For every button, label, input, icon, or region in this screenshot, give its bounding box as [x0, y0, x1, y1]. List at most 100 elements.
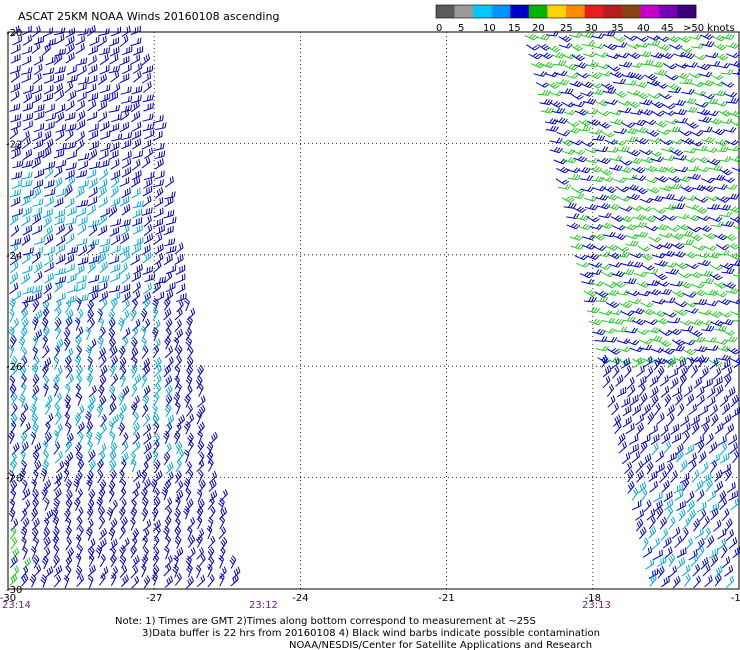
wind-barb	[627, 384, 636, 398]
wind-barb	[674, 262, 689, 270]
wind-barb	[634, 137, 649, 145]
wind-barb	[22, 422, 31, 435]
wind-barb	[131, 383, 138, 398]
wind-barb	[597, 264, 611, 270]
wind-barb	[132, 469, 142, 483]
wind-barb	[73, 497, 81, 511]
wind-barb	[53, 149, 65, 159]
wind-barb	[21, 488, 31, 501]
wind-barb	[164, 442, 172, 456]
wind-barb	[524, 33, 539, 41]
wind-barb	[702, 515, 710, 529]
wind-barb	[196, 489, 203, 503]
wind-barb	[76, 199, 89, 208]
wind-barb	[153, 459, 161, 473]
wind-barb	[633, 271, 648, 278]
wind-barb	[33, 271, 43, 283]
wind-barb	[120, 131, 133, 141]
wind-barb	[10, 518, 19, 531]
legend-swatch	[528, 5, 548, 18]
wind-barb	[174, 355, 182, 369]
wind-barb	[86, 518, 94, 532]
wind-barb	[21, 264, 33, 274]
wind-barb	[98, 149, 109, 161]
wind-barb	[596, 202, 611, 210]
wind-barb	[119, 554, 127, 569]
wind-barb	[141, 72, 152, 84]
wind-barb	[218, 497, 225, 512]
wind-barb	[18, 336, 26, 350]
wind-barb	[726, 242, 740, 250]
wind-barb	[21, 252, 31, 265]
wind-barb	[618, 159, 633, 166]
wind-barb	[566, 120, 580, 128]
wind-barb	[110, 176, 120, 189]
lat-lon-grid	[7, 31, 740, 590]
wind-barb	[11, 171, 23, 180]
wind-barb	[53, 27, 66, 36]
wind-barb	[98, 159, 110, 168]
wind-barb	[705, 52, 719, 59]
wind-barb	[121, 139, 132, 150]
wind-barb	[631, 307, 645, 315]
wind-barb	[610, 71, 624, 78]
wind-barb	[196, 459, 205, 473]
wind-barb	[650, 347, 664, 353]
wind-barb	[708, 441, 718, 454]
wind-barb	[617, 432, 626, 446]
wind-barb	[658, 340, 672, 347]
wind-barb	[77, 76, 90, 85]
wind-barb	[659, 139, 673, 146]
wind-barb	[709, 404, 718, 417]
wind-barb	[710, 507, 719, 521]
wind-barb	[21, 159, 33, 169]
wind-barb	[55, 142, 67, 152]
wind-barb	[22, 148, 33, 161]
wind-barb	[65, 525, 72, 540]
wind-barb	[109, 363, 116, 378]
wind-barb	[696, 63, 711, 71]
wind-barb	[95, 431, 102, 446]
wind-barb	[110, 197, 121, 208]
wind-barb	[207, 535, 216, 549]
wind-barb	[654, 357, 668, 365]
wind-barb	[682, 348, 696, 356]
wind-barb	[612, 224, 626, 231]
wind-barb	[631, 318, 646, 326]
wind-barb	[684, 444, 695, 456]
wind-barb	[9, 384, 17, 398]
wind-barb	[698, 405, 709, 417]
wind-barb	[163, 364, 172, 378]
wind-barb	[186, 576, 194, 589]
wind-barb	[718, 156, 731, 162]
wind-barb	[11, 442, 20, 455]
wind-barb	[696, 489, 705, 502]
wind-barb	[219, 488, 228, 502]
wind-barb	[198, 469, 204, 484]
wind-barb	[43, 479, 52, 492]
wind-barb	[10, 25, 20, 37]
wind-barb	[208, 470, 217, 484]
wind-barb	[121, 203, 131, 216]
wind-barb	[65, 141, 77, 150]
wind-barb	[656, 129, 671, 135]
wind-barb	[630, 346, 644, 353]
wind-barb	[598, 212, 612, 219]
wind-barb	[21, 215, 31, 227]
wind-barb	[140, 469, 148, 484]
wind-barb	[42, 208, 53, 219]
wind-barb	[9, 555, 18, 569]
wind-barb	[724, 373, 732, 388]
wind-barb	[687, 356, 701, 363]
wind-barb	[673, 154, 687, 161]
wind-barb	[672, 195, 686, 202]
wind-barb	[43, 497, 50, 511]
wind-barb	[698, 319, 713, 326]
wind-barb	[541, 61, 555, 69]
wind-barb	[109, 345, 118, 359]
wind-barb	[76, 345, 83, 360]
wind-barb	[111, 83, 121, 95]
wind-barb	[64, 197, 75, 209]
wind-barb	[75, 100, 85, 112]
wind-barb	[710, 74, 724, 81]
